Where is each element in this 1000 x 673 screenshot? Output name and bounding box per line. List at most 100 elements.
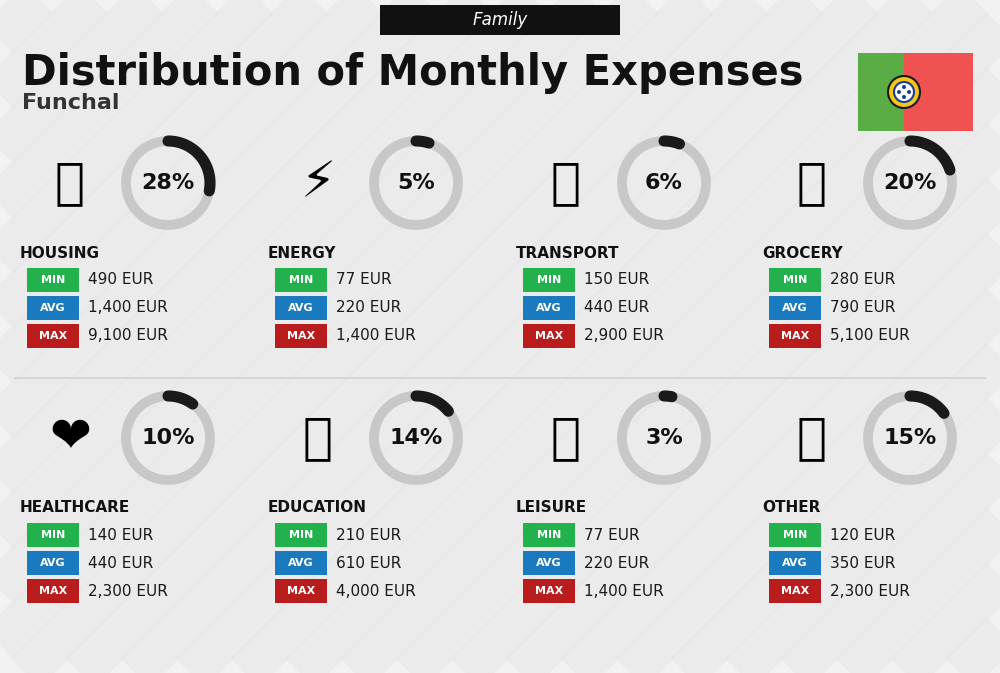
FancyBboxPatch shape xyxy=(523,324,575,348)
Text: MAX: MAX xyxy=(781,586,809,596)
Text: 14%: 14% xyxy=(389,428,443,448)
FancyBboxPatch shape xyxy=(27,268,79,292)
Text: MIN: MIN xyxy=(783,530,807,540)
FancyBboxPatch shape xyxy=(523,268,575,292)
Text: OTHER: OTHER xyxy=(762,501,820,516)
Text: MAX: MAX xyxy=(781,331,809,341)
FancyBboxPatch shape xyxy=(275,296,327,320)
Circle shape xyxy=(897,90,901,94)
Text: 1,400 EUR: 1,400 EUR xyxy=(88,301,168,316)
Text: 280 EUR: 280 EUR xyxy=(830,273,895,287)
Text: 28%: 28% xyxy=(141,173,195,193)
Text: 440 EUR: 440 EUR xyxy=(88,555,153,571)
Text: AVG: AVG xyxy=(288,558,314,568)
Circle shape xyxy=(902,85,906,89)
Text: 1,400 EUR: 1,400 EUR xyxy=(336,328,416,343)
Text: 20%: 20% xyxy=(883,173,937,193)
FancyBboxPatch shape xyxy=(523,523,575,547)
FancyBboxPatch shape xyxy=(904,53,973,131)
Text: 2,300 EUR: 2,300 EUR xyxy=(88,583,168,598)
Text: AVG: AVG xyxy=(782,303,808,313)
Text: 120 EUR: 120 EUR xyxy=(830,528,895,542)
Circle shape xyxy=(902,95,906,99)
Text: 5%: 5% xyxy=(397,173,435,193)
FancyBboxPatch shape xyxy=(769,296,821,320)
Text: MIN: MIN xyxy=(537,275,561,285)
Text: 220 EUR: 220 EUR xyxy=(336,301,401,316)
Text: TRANSPORT: TRANSPORT xyxy=(516,246,620,260)
Text: MIN: MIN xyxy=(41,275,65,285)
Text: 140 EUR: 140 EUR xyxy=(88,528,153,542)
Text: MIN: MIN xyxy=(783,275,807,285)
Text: AVG: AVG xyxy=(536,558,562,568)
Text: MAX: MAX xyxy=(535,586,563,596)
FancyBboxPatch shape xyxy=(275,551,327,575)
Text: 🏢: 🏢 xyxy=(55,159,85,207)
Circle shape xyxy=(888,76,920,108)
Text: 💰: 💰 xyxy=(797,414,827,462)
Text: 🎓: 🎓 xyxy=(303,414,333,462)
Text: MAX: MAX xyxy=(535,331,563,341)
FancyBboxPatch shape xyxy=(769,324,821,348)
Text: 3%: 3% xyxy=(645,428,683,448)
FancyBboxPatch shape xyxy=(27,324,79,348)
Text: MIN: MIN xyxy=(289,530,313,540)
Text: 490 EUR: 490 EUR xyxy=(88,273,153,287)
Text: 1,400 EUR: 1,400 EUR xyxy=(584,583,664,598)
Text: MIN: MIN xyxy=(41,530,65,540)
Text: 🚌: 🚌 xyxy=(551,159,581,207)
FancyBboxPatch shape xyxy=(769,268,821,292)
FancyBboxPatch shape xyxy=(27,579,79,603)
Circle shape xyxy=(907,90,911,94)
Circle shape xyxy=(894,82,914,102)
Text: HOUSING: HOUSING xyxy=(20,246,100,260)
FancyBboxPatch shape xyxy=(275,324,327,348)
Text: LEISURE: LEISURE xyxy=(516,501,587,516)
FancyBboxPatch shape xyxy=(275,579,327,603)
Text: ❤: ❤ xyxy=(49,414,91,462)
Text: 220 EUR: 220 EUR xyxy=(584,555,649,571)
Text: 🛍: 🛍 xyxy=(551,414,581,462)
FancyBboxPatch shape xyxy=(380,5,620,35)
FancyBboxPatch shape xyxy=(523,296,575,320)
Text: 4,000 EUR: 4,000 EUR xyxy=(336,583,416,598)
Text: 🛒: 🛒 xyxy=(797,159,827,207)
FancyBboxPatch shape xyxy=(769,523,821,547)
FancyBboxPatch shape xyxy=(769,551,821,575)
Text: MAX: MAX xyxy=(39,331,67,341)
Text: Family: Family xyxy=(472,11,528,29)
Text: 350 EUR: 350 EUR xyxy=(830,555,895,571)
Text: 2,300 EUR: 2,300 EUR xyxy=(830,583,910,598)
Text: MAX: MAX xyxy=(39,586,67,596)
FancyBboxPatch shape xyxy=(275,523,327,547)
Text: MIN: MIN xyxy=(289,275,313,285)
Text: EDUCATION: EDUCATION xyxy=(268,501,367,516)
Text: MIN: MIN xyxy=(537,530,561,540)
Text: 440 EUR: 440 EUR xyxy=(584,301,649,316)
Text: AVG: AVG xyxy=(782,558,808,568)
Text: ENERGY: ENERGY xyxy=(268,246,336,260)
Text: 5,100 EUR: 5,100 EUR xyxy=(830,328,910,343)
Text: 210 EUR: 210 EUR xyxy=(336,528,401,542)
Text: MAX: MAX xyxy=(287,586,315,596)
FancyBboxPatch shape xyxy=(275,268,327,292)
Text: AVG: AVG xyxy=(40,558,66,568)
Text: 77 EUR: 77 EUR xyxy=(336,273,392,287)
FancyBboxPatch shape xyxy=(27,523,79,547)
Text: 150 EUR: 150 EUR xyxy=(584,273,649,287)
Text: Funchal: Funchal xyxy=(22,93,120,113)
Text: HEALTHCARE: HEALTHCARE xyxy=(20,501,130,516)
Text: AVG: AVG xyxy=(288,303,314,313)
FancyBboxPatch shape xyxy=(523,551,575,575)
Text: Distribution of Monthly Expenses: Distribution of Monthly Expenses xyxy=(22,52,804,94)
Text: 77 EUR: 77 EUR xyxy=(584,528,640,542)
Text: 2,900 EUR: 2,900 EUR xyxy=(584,328,664,343)
Text: 9,100 EUR: 9,100 EUR xyxy=(88,328,168,343)
Text: 790 EUR: 790 EUR xyxy=(830,301,895,316)
FancyBboxPatch shape xyxy=(858,53,904,131)
FancyBboxPatch shape xyxy=(523,579,575,603)
Text: AVG: AVG xyxy=(40,303,66,313)
Text: 610 EUR: 610 EUR xyxy=(336,555,401,571)
Text: 10%: 10% xyxy=(141,428,195,448)
Text: GROCERY: GROCERY xyxy=(762,246,843,260)
